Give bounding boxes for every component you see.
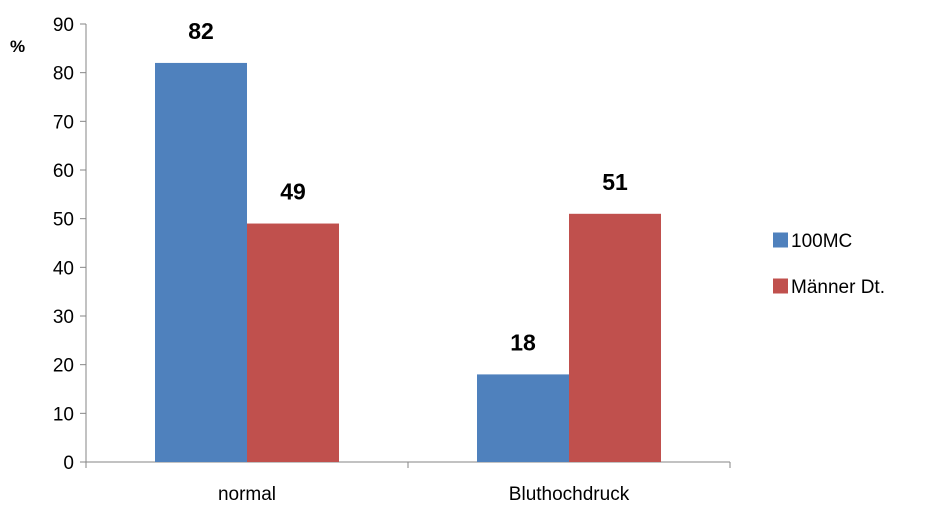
bar <box>155 62 247 462</box>
bar <box>477 374 569 462</box>
x-category-label: normal <box>218 484 276 505</box>
y-tick-label: 80 <box>53 64 74 85</box>
y-tick-label: 90 <box>53 15 74 36</box>
y-tick-label: 40 <box>53 258 74 279</box>
y-tick-label: 0 <box>63 453 74 474</box>
y-tick-label: 70 <box>53 112 74 133</box>
bar <box>247 223 339 462</box>
data-label: 49 <box>280 179 306 205</box>
y-tick-label: 20 <box>53 356 74 377</box>
bar <box>569 213 661 462</box>
legend: 100MC Männer Dt. <box>773 231 885 298</box>
legend-label: 100MC <box>791 231 852 252</box>
legend-swatch <box>773 278 788 294</box>
y-tick-label: 30 <box>53 307 74 328</box>
y-tick-label: 50 <box>53 210 74 231</box>
data-label: 51 <box>602 169 628 195</box>
data-label: 18 <box>510 329 536 355</box>
data-label: 82 <box>188 18 214 44</box>
x-category-label: Bluthochdruck <box>509 484 630 505</box>
y-tick-label: 60 <box>53 161 74 182</box>
legend-label: Männer Dt. <box>791 277 885 298</box>
y-tick-label: 10 <box>53 404 74 425</box>
y-axis-unit-label: % <box>10 37 25 56</box>
legend-swatch <box>773 232 788 248</box>
plot-area: 0 10 20 30 40 50 60 70 80 90 82 49 normal 18 51 Bluthoc… <box>53 15 731 505</box>
